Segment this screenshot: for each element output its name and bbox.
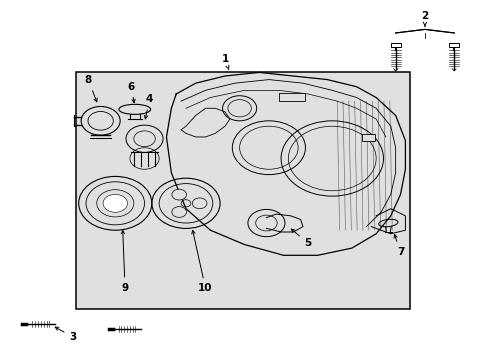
Bar bbox=[448, 43, 458, 47]
Text: 1: 1 bbox=[221, 54, 228, 69]
Text: 5: 5 bbox=[291, 229, 311, 248]
Text: 9: 9 bbox=[121, 230, 128, 293]
Bar bbox=[76, 72, 409, 309]
Circle shape bbox=[171, 189, 186, 200]
Circle shape bbox=[103, 194, 127, 212]
Text: 2: 2 bbox=[421, 11, 427, 26]
Circle shape bbox=[171, 207, 186, 217]
Text: 3: 3 bbox=[55, 327, 76, 342]
Bar bbox=[278, 93, 305, 101]
Text: 10: 10 bbox=[191, 230, 212, 293]
Text: 7: 7 bbox=[393, 235, 404, 257]
Bar bbox=[390, 43, 400, 47]
Text: 8: 8 bbox=[84, 75, 97, 102]
Text: 6: 6 bbox=[127, 82, 135, 103]
Circle shape bbox=[192, 198, 206, 209]
Bar bbox=[361, 134, 374, 140]
Text: 4: 4 bbox=[144, 94, 153, 119]
